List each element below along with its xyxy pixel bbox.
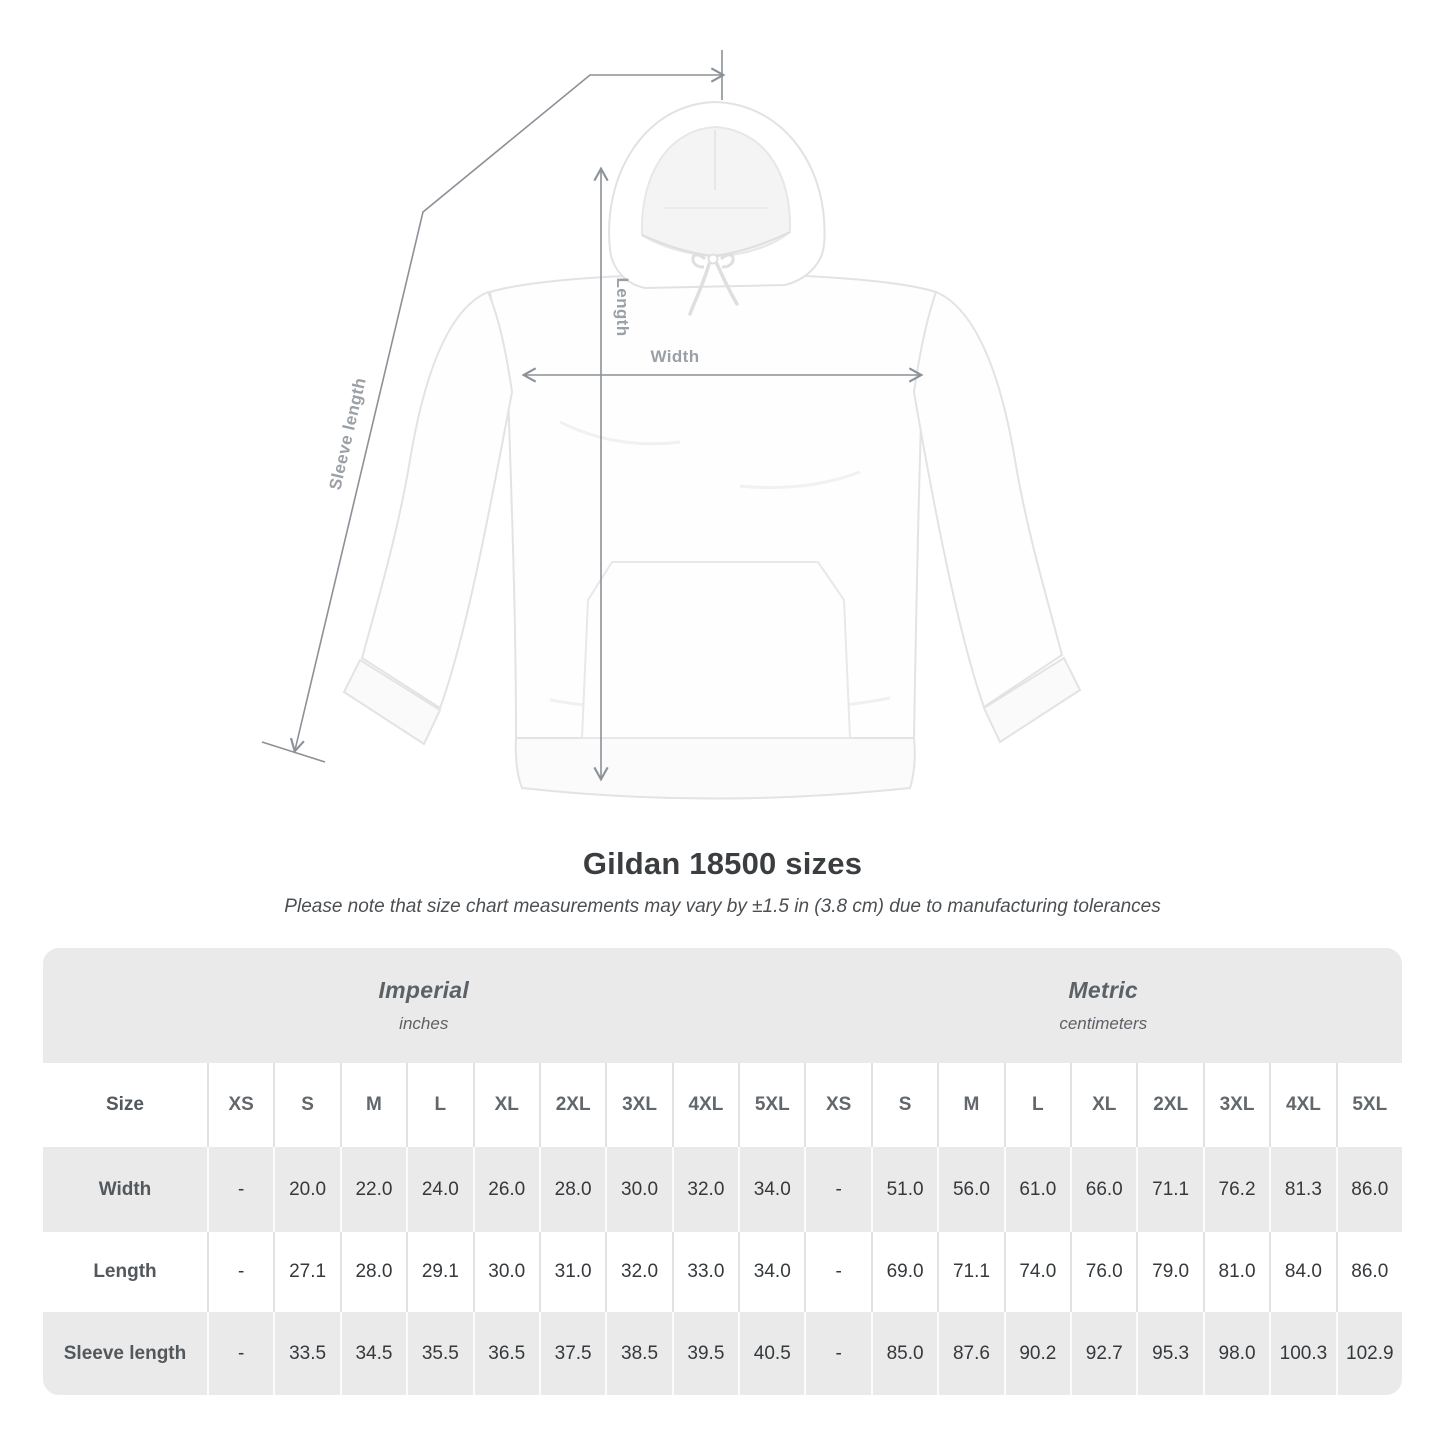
size-col-header: 4XL (671, 1063, 738, 1147)
value-cell: 102.9 (1335, 1312, 1402, 1395)
value-cell: 34.0 (738, 1232, 804, 1312)
value-cell: 34.0 (738, 1147, 804, 1232)
size-col-header: XL (1070, 1063, 1136, 1147)
value-cell: 61.0 (1003, 1147, 1070, 1232)
value-cell: 84.0 (1269, 1232, 1335, 1312)
value-cell: 33.0 (671, 1232, 738, 1312)
value-cell: - (804, 1312, 870, 1395)
value-cell: 40.5 (738, 1312, 804, 1395)
value-cell: 27.1 (273, 1232, 339, 1312)
size-col-header: M (339, 1063, 406, 1147)
imperial-unit-header: Imperial inches (43, 977, 805, 1034)
hoodie-measurement-diagram: Width Length Sleeve length (261, 50, 1082, 800)
value-cell: 28.0 (538, 1147, 605, 1232)
sleeve-length-arrow (289, 67, 726, 754)
value-cell: 98.0 (1202, 1312, 1269, 1395)
row-label: Length (93, 1261, 157, 1282)
value-cell: 51.0 (870, 1147, 937, 1232)
value-cell: 26.0 (472, 1147, 539, 1232)
value-cell: 38.5 (605, 1312, 671, 1395)
row-label: Width (98, 1178, 152, 1200)
imperial-label: Imperial (378, 977, 470, 1003)
value-cell: 92.7 (1070, 1312, 1136, 1395)
value-cell: 34.5 (339, 1312, 406, 1395)
size-table: Imperial inches Metric centimeters Size … (43, 948, 1402, 1395)
value-cell: 90.2 (1003, 1312, 1070, 1395)
value-cell: 76.2 (1202, 1147, 1269, 1232)
value-cell: 100.3 (1269, 1312, 1335, 1395)
size-col-header: XS (207, 1063, 273, 1147)
sleeve-start-tick (261, 741, 326, 763)
unit-header-row: Imperial inches Metric centimeters (43, 948, 1402, 1063)
measurement-annotations (261, 50, 924, 782)
value-cell: 81.3 (1269, 1147, 1335, 1232)
size-col-header: XS (804, 1063, 870, 1147)
value-cell: - (207, 1147, 273, 1232)
value-cell: 79.0 (1136, 1232, 1202, 1312)
value-cell: 20.0 (273, 1147, 339, 1232)
value-cell: 39.5 (671, 1312, 738, 1395)
tolerance-note: Please note that size chart measurements… (284, 896, 1161, 917)
value-cell: - (207, 1312, 273, 1395)
value-cell: 86.0 (1335, 1147, 1402, 1232)
size-header-cell: Size (105, 1094, 145, 1115)
value-cell: 32.0 (671, 1147, 738, 1232)
table-row: Length -27.1 28.0 29.1 30.0 31.0 32.0 33.0 34.0-… (43, 1232, 1402, 1312)
value-cell: 85.0 (870, 1312, 937, 1395)
value-cell: - (804, 1232, 870, 1312)
metric-sublabel: centimeters (1059, 1014, 1148, 1033)
sleeve-length-label: Sleeve length (325, 376, 369, 492)
size-col-header: 2XL (1136, 1063, 1202, 1147)
size-col-header: S (273, 1063, 339, 1147)
size-col-header: 2XL (538, 1063, 605, 1147)
size-col-header: 4XL (1269, 1063, 1335, 1147)
value-cell: 28.0 (339, 1232, 406, 1312)
imperial-sublabel: inches (399, 1014, 449, 1033)
row-label: Sleeve length (63, 1342, 187, 1364)
sizes-header-row: Size XS S M L XL 2XL 3XL 4XL 5XL XS S M L XL 2XL 3XL 4XL… (43, 1063, 1402, 1147)
metric-unit-header: Metric centimeters (805, 977, 1403, 1034)
value-cell: 32.0 (605, 1232, 671, 1312)
value-cell: 35.5 (406, 1312, 472, 1395)
value-cell: 37.5 (538, 1312, 605, 1395)
value-cell: 30.0 (472, 1232, 539, 1312)
metric-label: Metric (1068, 977, 1139, 1003)
size-col-header: 3XL (1202, 1063, 1269, 1147)
value-cell: 81.0 (1202, 1232, 1269, 1312)
size-col-header: 5XL (1335, 1063, 1402, 1147)
value-cell: 87.6 (937, 1312, 1003, 1395)
size-col-header: XL (472, 1063, 539, 1147)
value-cell: 95.3 (1136, 1312, 1202, 1395)
table-row: Width -20.0 22.0 24.0 26.0 28.0 30.0 32.0 34.0-5… (43, 1147, 1402, 1232)
value-cell: 69.0 (870, 1232, 937, 1312)
value-cell: 33.5 (273, 1312, 339, 1395)
value-cell: 24.0 (406, 1147, 472, 1232)
value-cell: 71.1 (937, 1232, 1003, 1312)
value-cell: 36.5 (472, 1312, 539, 1395)
width-label: Width (650, 347, 699, 366)
value-cell: 76.0 (1070, 1232, 1136, 1312)
hoodie-illustration (342, 100, 1082, 800)
value-cell: 66.0 (1070, 1147, 1136, 1232)
size-col-header: L (1003, 1063, 1070, 1147)
size-col-header: 5XL (738, 1063, 804, 1147)
value-cell: 29.1 (406, 1232, 472, 1312)
value-cell: - (804, 1147, 870, 1232)
value-cell: 31.0 (538, 1232, 605, 1312)
value-cell: 30.0 (605, 1147, 671, 1232)
size-col-header: S (870, 1063, 937, 1147)
size-col-header: M (937, 1063, 1003, 1147)
value-cell: 74.0 (1003, 1232, 1070, 1312)
size-col-header: L (406, 1063, 472, 1147)
value-cell: - (207, 1232, 273, 1312)
page-title: Gildan 18500 sizes (582, 846, 863, 881)
length-label: Length (613, 277, 632, 336)
size-col-header: 3XL (605, 1063, 671, 1147)
value-cell: 71.1 (1136, 1147, 1202, 1232)
value-cell: 22.0 (339, 1147, 406, 1232)
value-cell: 56.0 (937, 1147, 1003, 1232)
value-cell: 86.0 (1335, 1232, 1402, 1312)
table-row: Sleeve length -33.5 34.5 35.5 36.5 37.5 38.5 39… (43, 1312, 1402, 1395)
